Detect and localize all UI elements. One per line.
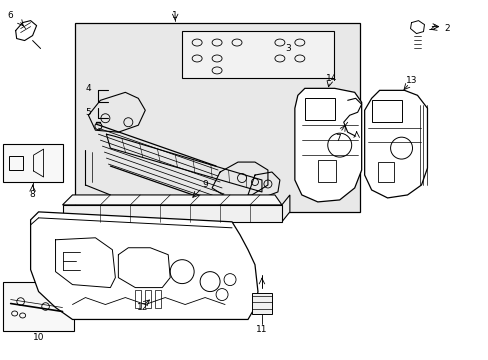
Text: 13: 13 (405, 76, 416, 85)
Bar (377, 162, 393, 182)
Text: 7: 7 (334, 134, 340, 143)
Bar (317, 160, 335, 182)
Bar (75, 23, 359, 212)
Text: 10: 10 (33, 333, 44, 342)
Polygon shape (281, 195, 289, 222)
Bar (251, 293, 271, 315)
Bar (155, 289, 161, 307)
Polygon shape (364, 90, 427, 198)
Text: 6: 6 (8, 11, 14, 20)
Bar (371, 100, 401, 122)
Text: 4: 4 (85, 84, 91, 93)
Bar (145, 289, 151, 307)
Text: 9: 9 (202, 180, 207, 189)
Bar (9, 156, 22, 170)
Text: 5: 5 (85, 108, 91, 117)
Text: 12: 12 (136, 303, 148, 312)
Text: 14: 14 (325, 74, 337, 83)
Bar (304, 98, 334, 120)
Text: 2: 2 (444, 24, 449, 33)
Polygon shape (62, 205, 281, 222)
Bar (182, 31, 333, 78)
Bar (2, 144, 62, 182)
Text: 3: 3 (285, 44, 290, 53)
Bar (2, 282, 74, 332)
Text: 11: 11 (256, 325, 267, 334)
Polygon shape (62, 195, 281, 205)
Polygon shape (294, 88, 361, 202)
Bar (135, 289, 141, 307)
Text: 8: 8 (30, 190, 36, 199)
Text: 1: 1 (172, 11, 178, 20)
Polygon shape (31, 212, 258, 319)
